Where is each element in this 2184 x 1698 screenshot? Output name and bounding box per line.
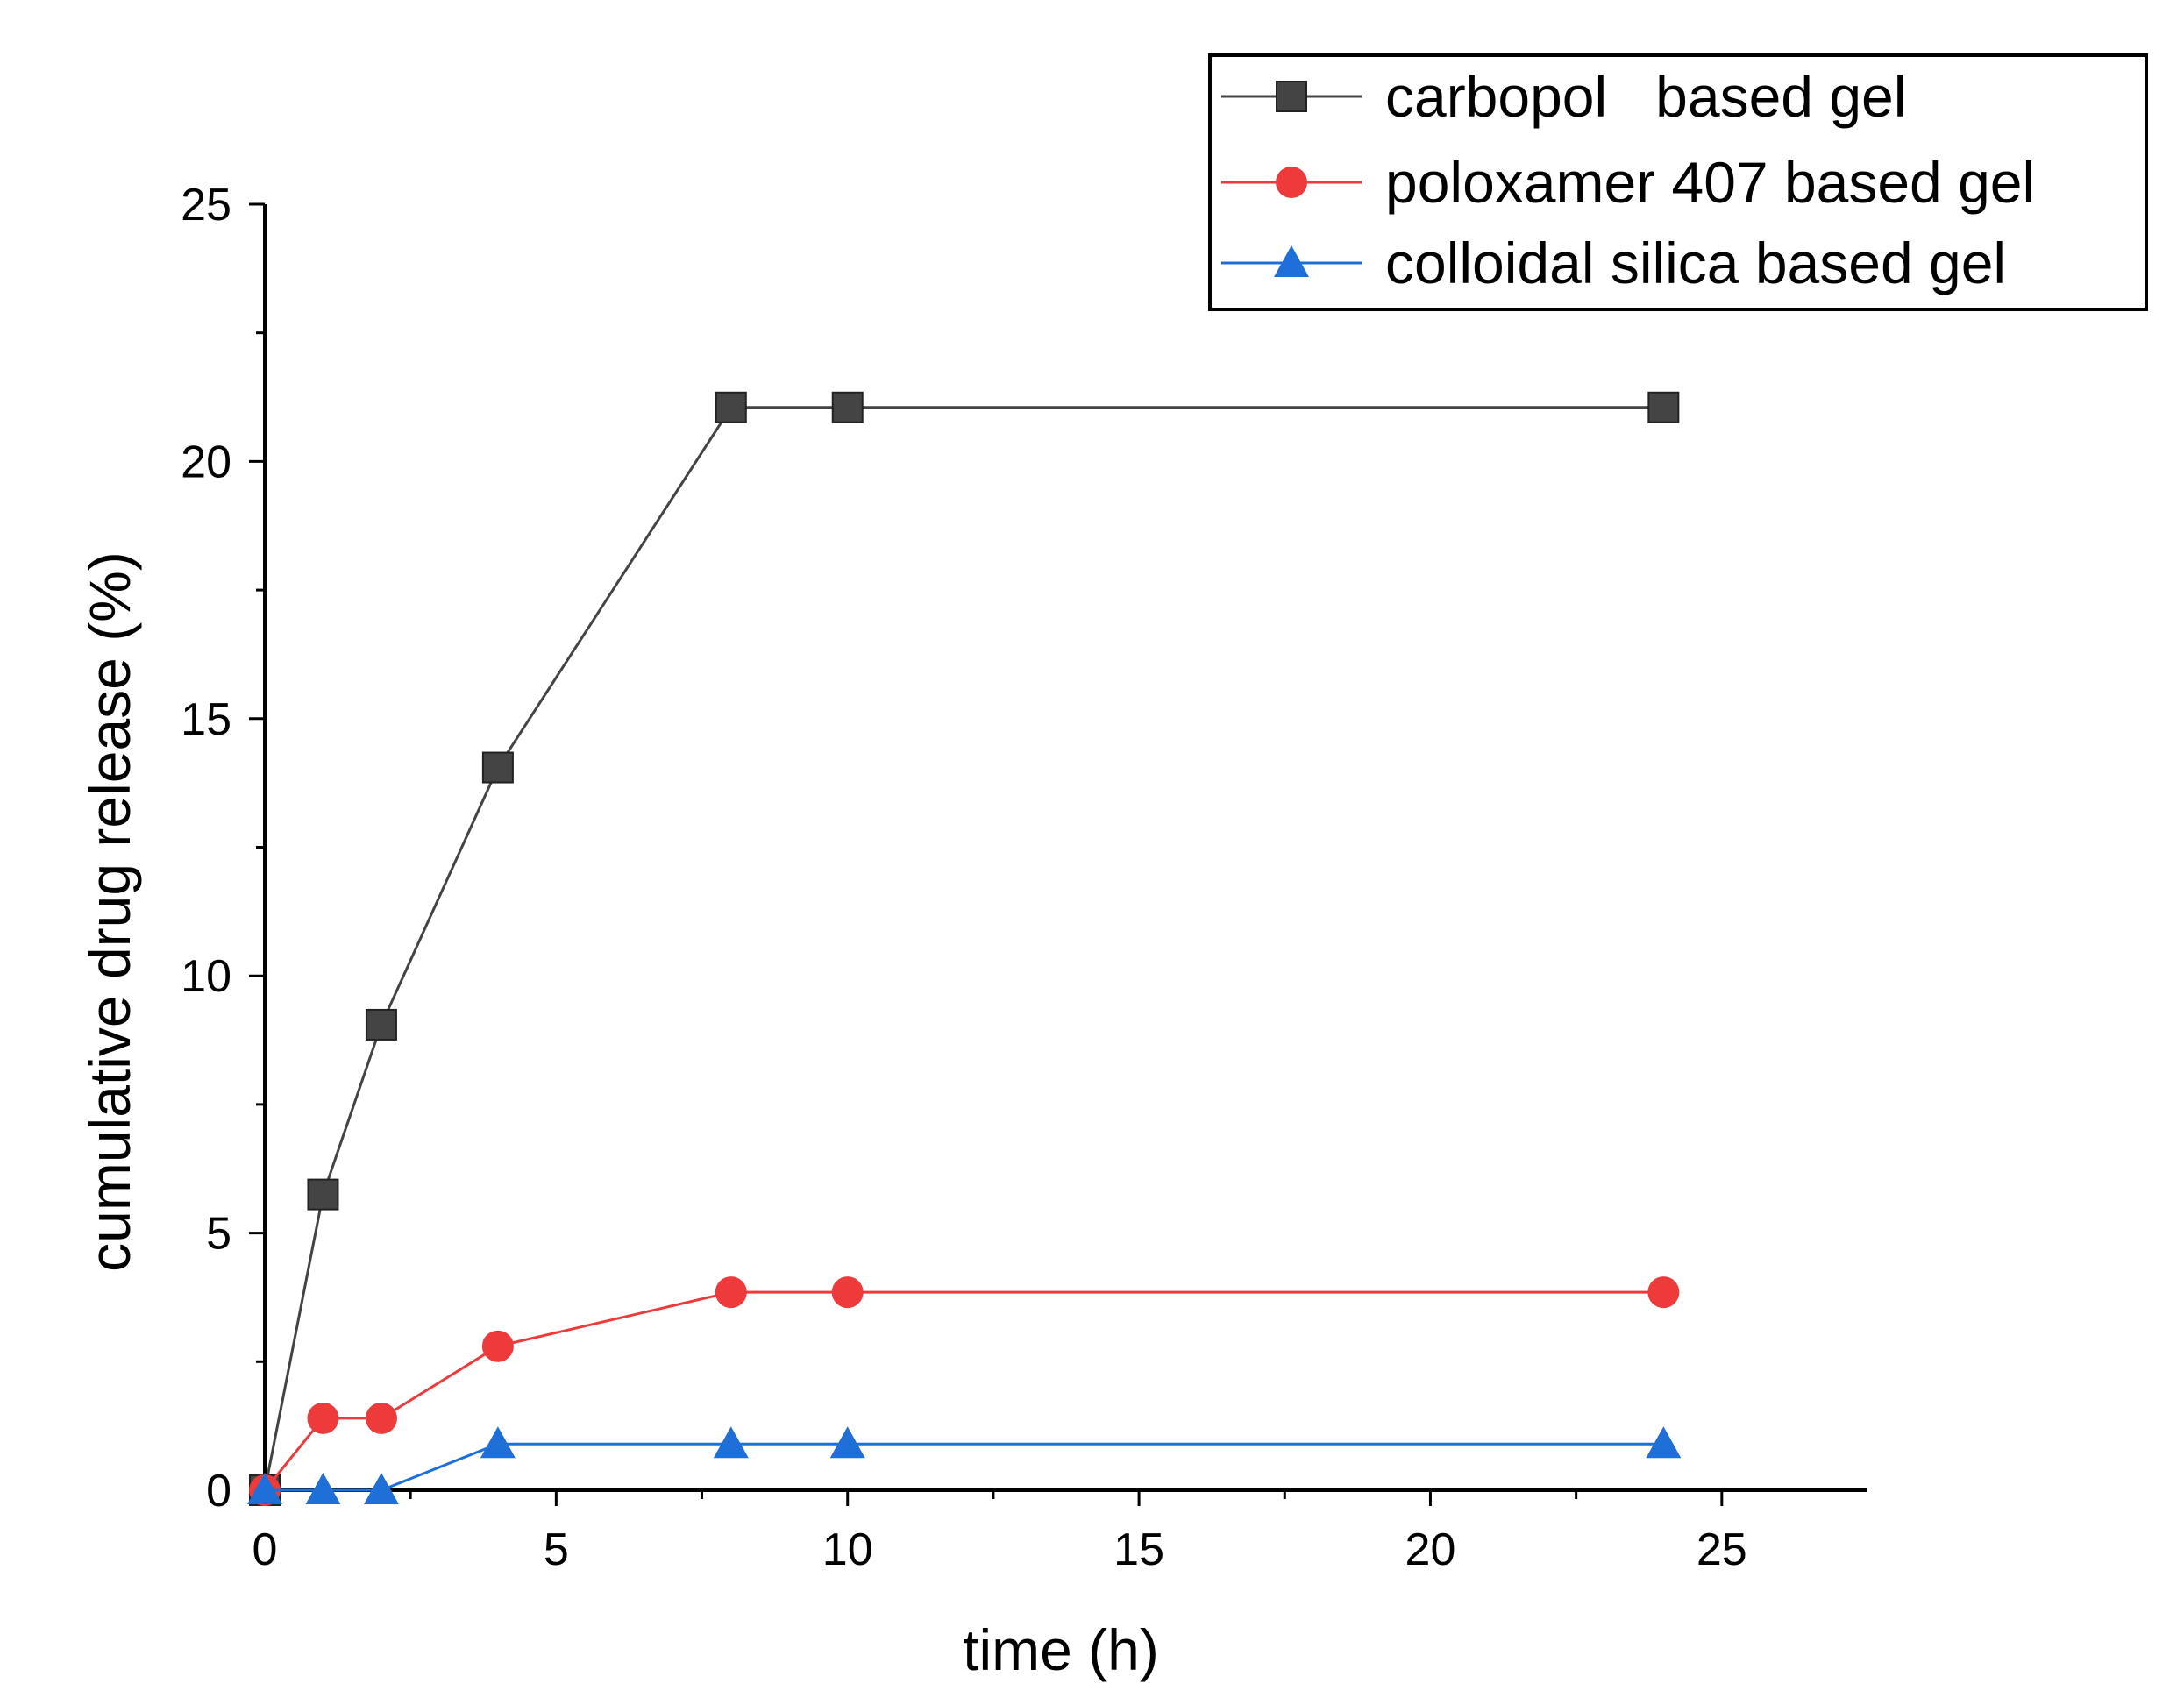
series-group <box>247 391 1682 1506</box>
data-point-carbopol <box>1647 391 1680 423</box>
series-line-colloidal-silica <box>265 1442 1664 1492</box>
data-point-colloidal-silica <box>713 1426 749 1459</box>
series-line-carbopol <box>263 406 1664 1491</box>
legend-box <box>1208 53 2148 311</box>
legend-marker-carbopol <box>1276 81 1307 112</box>
y-tick-label: 5 <box>206 1209 231 1260</box>
data-point-carbopol <box>365 1008 397 1041</box>
data-point-poloxamer <box>715 1276 747 1309</box>
y-tick-label: 25 <box>181 180 231 231</box>
series-line-poloxamer <box>263 1290 1664 1491</box>
data-point-poloxamer <box>481 1330 514 1362</box>
data-point-colloidal-silica <box>480 1426 516 1459</box>
y-tick-label: 0 <box>206 1466 231 1517</box>
legend-marker-shape-carbopol <box>1276 81 1307 112</box>
data-point-colloidal-silica <box>1646 1426 1682 1459</box>
x-tick-label: 20 <box>1405 1524 1456 1575</box>
y-tick-label: 15 <box>181 694 231 745</box>
legend-label-poloxamer: poloxamer 407 based gel <box>1385 150 2035 215</box>
data-point-colloidal-silica <box>305 1473 341 1504</box>
x-tick-label: 0 <box>253 1524 278 1575</box>
legend-label-carbopol: carbopol based gel <box>1385 64 1906 129</box>
x-tick-label: 10 <box>822 1524 873 1575</box>
data-point-carbopol <box>307 1178 339 1211</box>
data-point-poloxamer <box>365 1402 397 1434</box>
y-tick-label: 20 <box>181 437 231 487</box>
y-axis-title: cumulative drug release (%) <box>77 551 142 1272</box>
legend: carbopol based gel poloxamer 407 based g… <box>1208 53 2148 311</box>
x-axis-title: time (h) <box>963 1617 1159 1682</box>
legend-marker-shape-poloxamer <box>1276 167 1307 198</box>
data-point-carbopol <box>481 751 514 784</box>
x-tick-label: 15 <box>1113 1524 1164 1575</box>
data-point-colloidal-silica <box>829 1426 865 1459</box>
data-point-carbopol <box>831 391 864 423</box>
y-tick-label: 10 <box>181 951 231 1002</box>
data-point-colloidal-silica <box>363 1473 399 1504</box>
x-tick-label: 25 <box>1697 1524 1747 1575</box>
x-tick-label: 5 <box>544 1524 569 1575</box>
axes <box>263 204 1867 1492</box>
legend-marker-colloidal-silica <box>1274 245 1309 277</box>
data-point-carbopol <box>715 391 747 423</box>
data-point-colloidal-silica <box>247 1473 282 1504</box>
legend-marker-poloxamer <box>1276 167 1307 198</box>
ticks: 0 5 10 15 20 25 0 5 10 15 20 25 <box>181 180 1747 1575</box>
data-point-poloxamer <box>307 1402 339 1434</box>
data-point-poloxamer <box>1647 1276 1680 1309</box>
data-point-poloxamer <box>831 1276 864 1309</box>
legend-marker-shape-colloidal-silica <box>1274 245 1309 277</box>
legend-label-colloidal-silica: colloidal silica based gel <box>1385 231 2006 295</box>
